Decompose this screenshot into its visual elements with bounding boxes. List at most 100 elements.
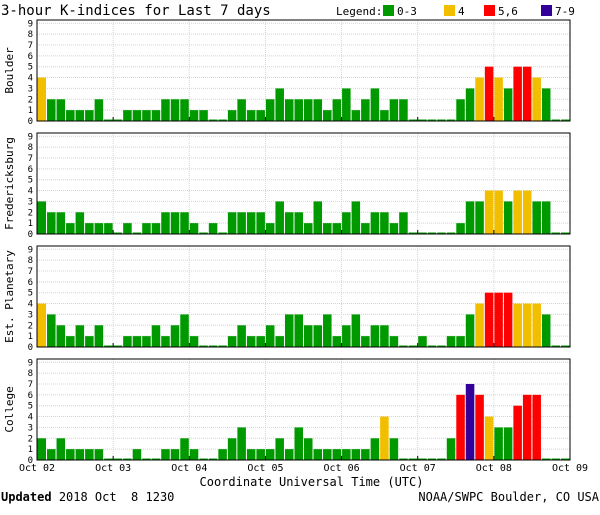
k-bar: [313, 449, 323, 460]
k-bar: [503, 427, 513, 460]
k-bar: [304, 325, 313, 347]
k-bar: [246, 449, 256, 460]
x-tick-label: Oct 03: [95, 463, 131, 474]
k-bar: [503, 88, 513, 121]
k-bar: [551, 232, 560, 234]
y-tick-label: 8: [28, 30, 33, 40]
k-bar: [323, 110, 332, 121]
k-bar: [389, 336, 399, 347]
k-bar: [494, 190, 503, 234]
legend-label-0: 0-3: [397, 5, 417, 18]
k-bar: [56, 325, 66, 347]
k-bar: [142, 336, 151, 347]
k-bar: [151, 223, 161, 234]
k-bar: [208, 458, 218, 460]
k-bar: [361, 336, 370, 347]
k-bar: [199, 458, 208, 460]
k-bar: [522, 303, 532, 347]
y-tick-label: 7: [28, 154, 33, 164]
k-bar: [475, 201, 484, 234]
k-bar: [465, 88, 475, 121]
k-bar: [85, 110, 94, 121]
y-tick-label: 2: [28, 208, 33, 218]
k-bar: [246, 110, 256, 121]
k-bar: [208, 223, 218, 234]
k-bar: [256, 212, 265, 234]
k-bar: [189, 223, 199, 234]
updated-stamp: Updated 2018 Oct 8 1230: [1, 490, 174, 504]
k-bar: [437, 458, 446, 460]
k-bar: [513, 303, 522, 347]
k-bar: [427, 345, 437, 347]
k-bar: [503, 292, 513, 347]
legend-label-2: 5,6: [498, 5, 518, 18]
k-bar: [351, 449, 361, 460]
updated-label: Updated: [1, 490, 52, 504]
panel-label: Fredericksburg: [3, 137, 16, 230]
y-tick-label: 4: [28, 300, 33, 310]
panel-label: College: [3, 386, 16, 432]
k-bar: [132, 336, 142, 347]
y-tick-label: 5: [28, 402, 33, 412]
k-bar: [265, 99, 275, 121]
k-bar: [427, 119, 437, 121]
k-bar: [132, 110, 142, 121]
k-bar: [418, 336, 427, 347]
k-bar: [66, 223, 75, 234]
k-bar: [503, 201, 513, 234]
k-bar: [256, 336, 265, 347]
k-bar: [123, 336, 132, 347]
legend-label-1: 4: [458, 5, 465, 18]
k-bar: [465, 314, 475, 347]
k-bar: [94, 325, 104, 347]
k-bar: [456, 99, 465, 121]
k-bar: [199, 345, 208, 347]
k-bar: [351, 314, 361, 347]
k-bar: [47, 314, 56, 347]
k-bar: [532, 394, 541, 460]
k-bar: [408, 458, 418, 460]
k-bar: [494, 292, 503, 347]
k-bar: [408, 119, 418, 121]
k-bar: [75, 325, 85, 347]
k-bar: [313, 99, 323, 121]
k-bar: [380, 110, 389, 121]
k-bar: [313, 201, 323, 234]
k-bar: [237, 427, 246, 460]
k-bar: [180, 212, 189, 234]
k-bar: [170, 325, 180, 347]
k-bar: [47, 449, 56, 460]
k-bar: [323, 314, 332, 347]
k-bar: [275, 201, 284, 234]
y-tick-label: 7: [28, 380, 33, 390]
k-bar: [541, 314, 551, 347]
k-bar: [237, 99, 246, 121]
k-bar: [294, 212, 303, 234]
k-bar: [551, 458, 560, 460]
k-bar: [113, 345, 123, 347]
k-bar: [541, 88, 551, 121]
k-bar: [94, 223, 104, 234]
k-bar: [66, 110, 75, 121]
k-bar: [484, 66, 494, 121]
k-bar: [170, 99, 180, 121]
k-bar: [332, 336, 342, 347]
y-tick-label: 6: [28, 165, 33, 175]
k-bar: [437, 232, 446, 234]
legend-swatch-3: [541, 5, 552, 16]
k-bar: [237, 212, 246, 234]
k-bar: [522, 66, 532, 121]
k-bar: [189, 110, 199, 121]
y-tick-label: 5: [28, 63, 33, 73]
x-tick-label: Oct 09: [552, 463, 588, 474]
k-bar: [522, 190, 532, 234]
y-tick-label: 0: [28, 343, 33, 353]
k-bar: [532, 77, 541, 121]
y-tick-label: 6: [28, 391, 33, 401]
k-bar: [284, 99, 294, 121]
y-tick-label: 6: [28, 278, 33, 288]
k-bar: [151, 110, 161, 121]
k-bar: [123, 458, 132, 460]
k-bar: [237, 325, 246, 347]
